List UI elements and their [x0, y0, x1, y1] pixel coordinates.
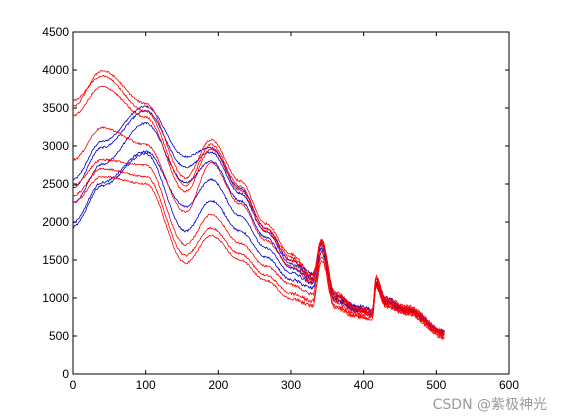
axis-layer: 0 100 200 300 400 500 600 0 500 1000 1500 2000 2500 3…: [42, 25, 519, 392]
series-line: [72, 70, 445, 334]
y-tick-label: 0: [62, 367, 69, 381]
y-tick-label: 1500: [42, 253, 69, 267]
y-tick-label: 4000: [42, 63, 69, 77]
x-tick-label: 0: [70, 378, 77, 392]
y-tick-label: 500: [49, 329, 69, 343]
y-tick-label: 2000: [42, 215, 69, 229]
y-tick-label: 3000: [42, 139, 69, 153]
y-tick-label: 3500: [42, 101, 69, 115]
x-tick-label: 500: [426, 378, 446, 392]
watermark-text: CSDN @紫极神光: [432, 397, 547, 413]
series-line: [72, 175, 445, 341]
x-tick-label: 600: [499, 378, 519, 392]
series-layer: [72, 70, 445, 341]
series-line: [72, 158, 445, 338]
y-tick-label: 4500: [42, 25, 69, 39]
x-tick-label: 300: [281, 378, 301, 392]
x-tick-label: 100: [136, 378, 156, 392]
y-tick-label: 1000: [42, 291, 69, 305]
y-tick-label: 2500: [42, 177, 69, 191]
x-tick-label: 200: [208, 378, 228, 392]
x-tick-label: 400: [354, 378, 374, 392]
plot-area: [72, 31, 510, 375]
